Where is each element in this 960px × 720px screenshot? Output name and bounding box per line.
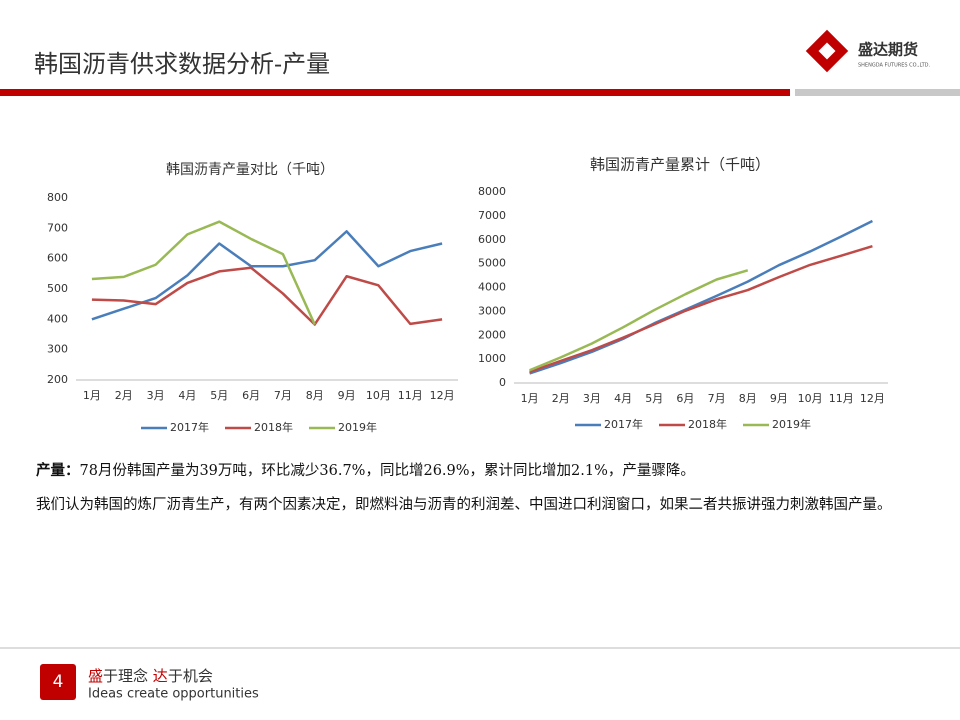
y-tick-label: 600: [47, 252, 68, 265]
legend-label: 2018年: [254, 420, 293, 434]
header-bar: [0, 89, 790, 96]
y-tick-label: 7000: [478, 209, 506, 222]
y-tick-label: 2000: [478, 328, 506, 341]
series-line: [529, 219, 873, 375]
series-line: [91, 266, 443, 326]
x-tick-label: 9月: [770, 392, 788, 405]
x-tick-label: 5月: [645, 392, 663, 405]
paragraph: 我们认为韩国的炼厂沥青生产，有两个因素决定，即燃料油与沥青的利润差、中国进口利润…: [36, 497, 892, 513]
x-tick-label: 10月: [798, 392, 823, 405]
paragraph: 产量：78月份韩国产量为39万吨，环比减少36.7%，同比增26.9%，累计同比…: [36, 460, 898, 482]
x-tick-label: 4月: [614, 392, 632, 405]
legend-label: 2019年: [338, 420, 377, 434]
y-tick-label: 700: [47, 221, 68, 234]
x-tick-label: 6月: [242, 389, 260, 402]
y-tick-label: 500: [47, 282, 68, 295]
logo-name: 盛达期货: [858, 41, 918, 59]
slogan-part: 于理念: [103, 667, 153, 685]
slogan: 盛于理念 达于机会: [88, 667, 213, 685]
slogan-part: 于机会: [168, 667, 213, 685]
text: 78月份韩国产量为39万吨，环比减少36.7%，同比增26.9%，累计同比增加2…: [79, 463, 695, 479]
x-tick-label: 3月: [147, 389, 165, 402]
x-tick-label: 9月: [338, 389, 356, 402]
x-tick-label: 7月: [274, 389, 292, 402]
chart-title: 韩国沥青产量对比（千吨）: [166, 162, 334, 178]
header-bar-grey: [795, 89, 960, 96]
x-tick-label: 3月: [583, 392, 601, 405]
page-badge: [40, 664, 76, 700]
series-line: [529, 269, 749, 372]
logo-sub: SHENGDA FUTURES CO.,LTD.: [858, 63, 931, 69]
series-line: [91, 230, 443, 321]
x-tick-label: 8月: [306, 389, 324, 402]
y-tick-label: 3000: [478, 304, 506, 317]
x-tick-label: 12月: [430, 389, 455, 402]
x-tick-label: 1月: [521, 392, 539, 405]
y-tick-label: 0: [499, 376, 506, 389]
legend-label: 2019年: [772, 417, 811, 431]
y-tick-label: 200: [47, 373, 68, 386]
x-tick-label: 8月: [739, 392, 757, 405]
series-line: [529, 244, 873, 374]
legend-label: 2017年: [170, 420, 209, 434]
x-tick-label: 2月: [552, 392, 570, 405]
y-tick-label: 1000: [478, 352, 506, 365]
slogan-part: 达: [153, 667, 168, 685]
y-tick-label: 6000: [478, 233, 506, 246]
x-tick-label: 10月: [366, 389, 391, 402]
chart-title: 韩国沥青产量累计（千吨）: [590, 156, 770, 174]
x-tick-label: 11月: [398, 389, 423, 402]
slide-title: 韩国沥青供求数据分析-产量: [34, 50, 331, 78]
page-number: 4: [53, 672, 64, 692]
x-tick-label: 2月: [115, 389, 133, 402]
y-tick-label: 8000: [478, 185, 506, 198]
x-tick-label: 12月: [860, 392, 885, 405]
x-tick-label: 7月: [708, 392, 726, 405]
slogan-english: Ideas create opportunities: [88, 687, 259, 702]
x-tick-label: 4月: [178, 389, 196, 402]
series-line: [91, 220, 316, 326]
x-tick-label: 1月: [83, 389, 101, 402]
y-tick-label: 5000: [478, 257, 506, 270]
y-tick-label: 800: [47, 191, 68, 204]
slogan-part: 盛: [88, 667, 103, 685]
y-tick-label: 400: [47, 312, 68, 325]
y-tick-label: 300: [47, 343, 68, 356]
legend-label: 2017年: [604, 417, 643, 431]
x-tick-label: 6月: [676, 392, 694, 405]
charts: 韩国沥青产量对比（千吨） 200 300 400 500 600 700 800 1月 2月 3月 4…: [47, 156, 888, 434]
legend-label: 2018年: [688, 417, 727, 431]
y-tick-label: 4000: [478, 281, 506, 294]
lead: 产量：: [36, 462, 80, 479]
x-tick-label: 5月: [210, 389, 228, 402]
logo-icon: [805, 29, 849, 73]
x-tick-label: 11月: [829, 392, 854, 405]
